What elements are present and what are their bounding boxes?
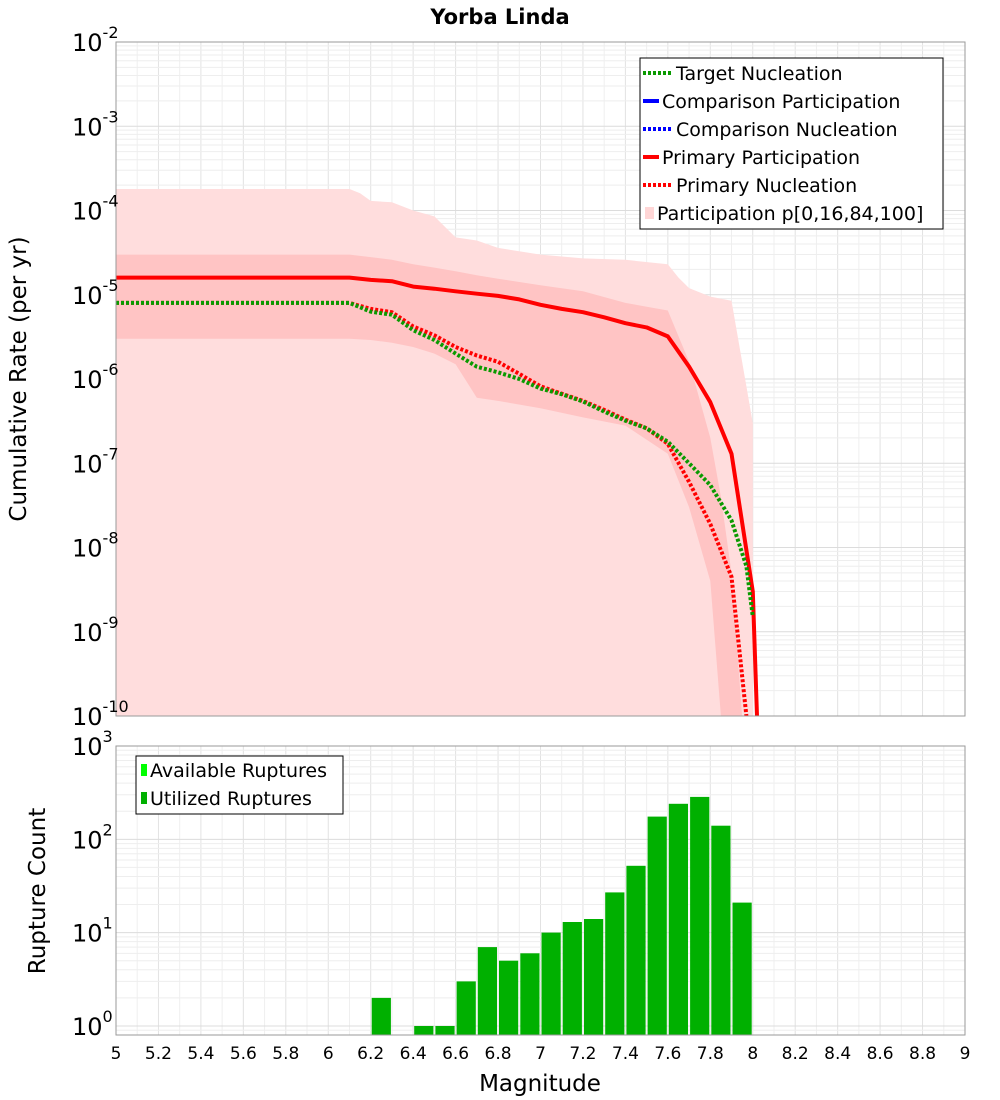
rate-series-lines — [116, 275, 759, 717]
rate-y-tick-label: 10-3 — [72, 107, 119, 141]
rate-y-tick-label: 10-10 — [72, 697, 129, 731]
legend-swatch-available-ruptures — [141, 764, 147, 776]
legend-label-comparison-nucleation: Comparison Nucleation — [676, 119, 898, 141]
x-tick-label: 8.2 — [782, 1044, 809, 1064]
rate-y-axis-label: Cumulative Rate (per yr) — [6, 236, 32, 521]
rate-panel: 10-2 10-3 10-4 10-5 10-6 10-7 10-8 10-9 10-10 Cu… — [6, 23, 966, 731]
rate-y-tick-label: 10-8 — [72, 529, 119, 563]
count-legend-box — [135, 755, 344, 815]
rate-y-tick-label: 10-4 — [72, 192, 119, 226]
legend-label-primary-nucleation: Primary Nucleation — [676, 175, 857, 197]
rupture-count-bar — [477, 947, 497, 1035]
count-legend: Available Ruptures Utilized Ruptures — [135, 755, 344, 815]
x-tick-label: 8.4 — [824, 1044, 851, 1064]
legend-label-comparison-participation: Comparison Participation — [662, 91, 900, 113]
count-y-tick-label: 100 — [72, 1007, 113, 1041]
count-bars — [371, 796, 752, 1035]
rupture-count-bar — [626, 865, 646, 1035]
rupture-count-bar — [711, 825, 731, 1035]
legend-label-primary-participation: Primary Participation — [662, 147, 860, 169]
x-tick-label: 6.4 — [400, 1044, 427, 1064]
count-y-axis-label: Rupture Count — [25, 808, 51, 974]
legend-item-target-nucleation: Target Nucleation — [643, 63, 843, 85]
x-tick-label: 5.6 — [230, 1044, 257, 1064]
count-panel: 103 102 101 100 5 5.2 5.4 5.6 5.8 6 6.2 6.4 6.6 6.8 7… — [25, 727, 970, 1097]
x-tick-label: 5.2 — [145, 1044, 172, 1064]
legend-swatch-participation-band — [645, 207, 654, 219]
rate-y-tick-label: 10-2 — [72, 23, 119, 57]
x-tick-label: 6.2 — [357, 1044, 384, 1064]
x-tick-label: 5.4 — [187, 1044, 214, 1064]
count-plot-frame — [115, 745, 966, 1036]
rate-y-tick-label: 10-6 — [72, 360, 119, 394]
rupture-count-bar — [605, 892, 625, 1035]
rate-y-tick-label: 10-9 — [72, 613, 119, 647]
legend-item-comparison-participation: Comparison Participation — [643, 91, 900, 113]
rupture-count-bar — [499, 960, 519, 1035]
count-y-tick-label: 101 — [72, 914, 113, 948]
legend-item-participation-band: Participation p[0,16,84,100] — [645, 203, 923, 225]
rupture-count-bar — [584, 919, 604, 1035]
rupture-count-bar — [456, 981, 476, 1035]
x-tick-label: 9 — [960, 1044, 971, 1064]
count-y-tick-label: 102 — [72, 820, 113, 854]
rupture-count-bar — [435, 1026, 455, 1035]
rupture-count-bar — [371, 997, 391, 1035]
rupture-count-bar — [541, 932, 561, 1035]
legend-item-primary-nucleation: Primary Nucleation — [643, 175, 857, 197]
x-tick-label: 7.4 — [612, 1044, 639, 1064]
legend-label-target-nucleation: Target Nucleation — [675, 63, 843, 85]
x-tick-label: 6.8 — [485, 1044, 512, 1064]
x-tick-label: 6.6 — [442, 1044, 469, 1064]
rate-y-tick-label: 10-5 — [72, 276, 119, 310]
rate-y-tick-labels: 10-2 10-3 10-4 10-5 10-6 10-7 10-8 10-9 10-10 — [72, 23, 129, 731]
legend-swatch-utilized-ruptures — [141, 792, 147, 804]
x-tick-label: 7.8 — [697, 1044, 724, 1064]
rupture-count-bar — [414, 1026, 434, 1035]
legend-label-utilized-ruptures: Utilized Ruptures — [150, 788, 312, 810]
rate-legend: Target Nucleation Comparison Participati… — [639, 57, 944, 230]
x-tick-label: 7 — [535, 1044, 546, 1064]
legend-label-available-ruptures: Available Ruptures — [150, 760, 327, 782]
x-tick-label: 8.8 — [909, 1044, 936, 1064]
x-tick-label: 8 — [747, 1044, 758, 1064]
chart-title: Yorba Linda — [429, 5, 569, 29]
series-line-target-nucleation — [116, 300, 755, 618]
legend-item-available-ruptures: Available Ruptures — [141, 760, 327, 782]
rupture-count-bar — [520, 953, 540, 1035]
x-tick-label: 7.2 — [569, 1044, 596, 1064]
rupture-count-bar — [647, 816, 667, 1035]
x-axis-label: Magnitude — [479, 1071, 601, 1097]
x-tick-label: 7.6 — [654, 1044, 681, 1064]
rupture-count-bar — [562, 922, 582, 1035]
x-tick-label: 5.8 — [272, 1044, 299, 1064]
magnitude-x-tick-labels: 5 5.2 5.4 5.6 5.8 6 6.2 6.4 6.6 6.8 7 7.2 7.4 7.6 7.8 8… — [111, 1044, 971, 1064]
rupture-count-bar — [668, 803, 688, 1035]
rupture-count-bar — [732, 902, 752, 1035]
legend-label-participation-band: Participation p[0,16,84,100] — [657, 203, 923, 225]
count-y-tick-labels: 103 102 101 100 — [72, 727, 113, 1041]
participation-bands — [116, 189, 753, 716]
x-tick-label: 6 — [323, 1044, 334, 1064]
series-line-primary-participation — [116, 275, 759, 717]
band-p16-p84 — [116, 254, 743, 716]
legend-item-primary-participation: Primary Participation — [643, 147, 860, 169]
x-tick-label: 5 — [111, 1044, 122, 1064]
legend-item-comparison-nucleation: Comparison Nucleation — [643, 119, 898, 141]
x-tick-label: 8.6 — [867, 1044, 894, 1064]
rate-legend-box — [639, 57, 944, 230]
legend-item-utilized-ruptures: Utilized Ruptures — [141, 788, 312, 810]
count-y-tick-label: 103 — [72, 727, 113, 761]
rate-plot-frame — [115, 41, 966, 717]
rupture-count-bar — [690, 796, 710, 1035]
rate-y-tick-label: 10-7 — [72, 444, 119, 478]
